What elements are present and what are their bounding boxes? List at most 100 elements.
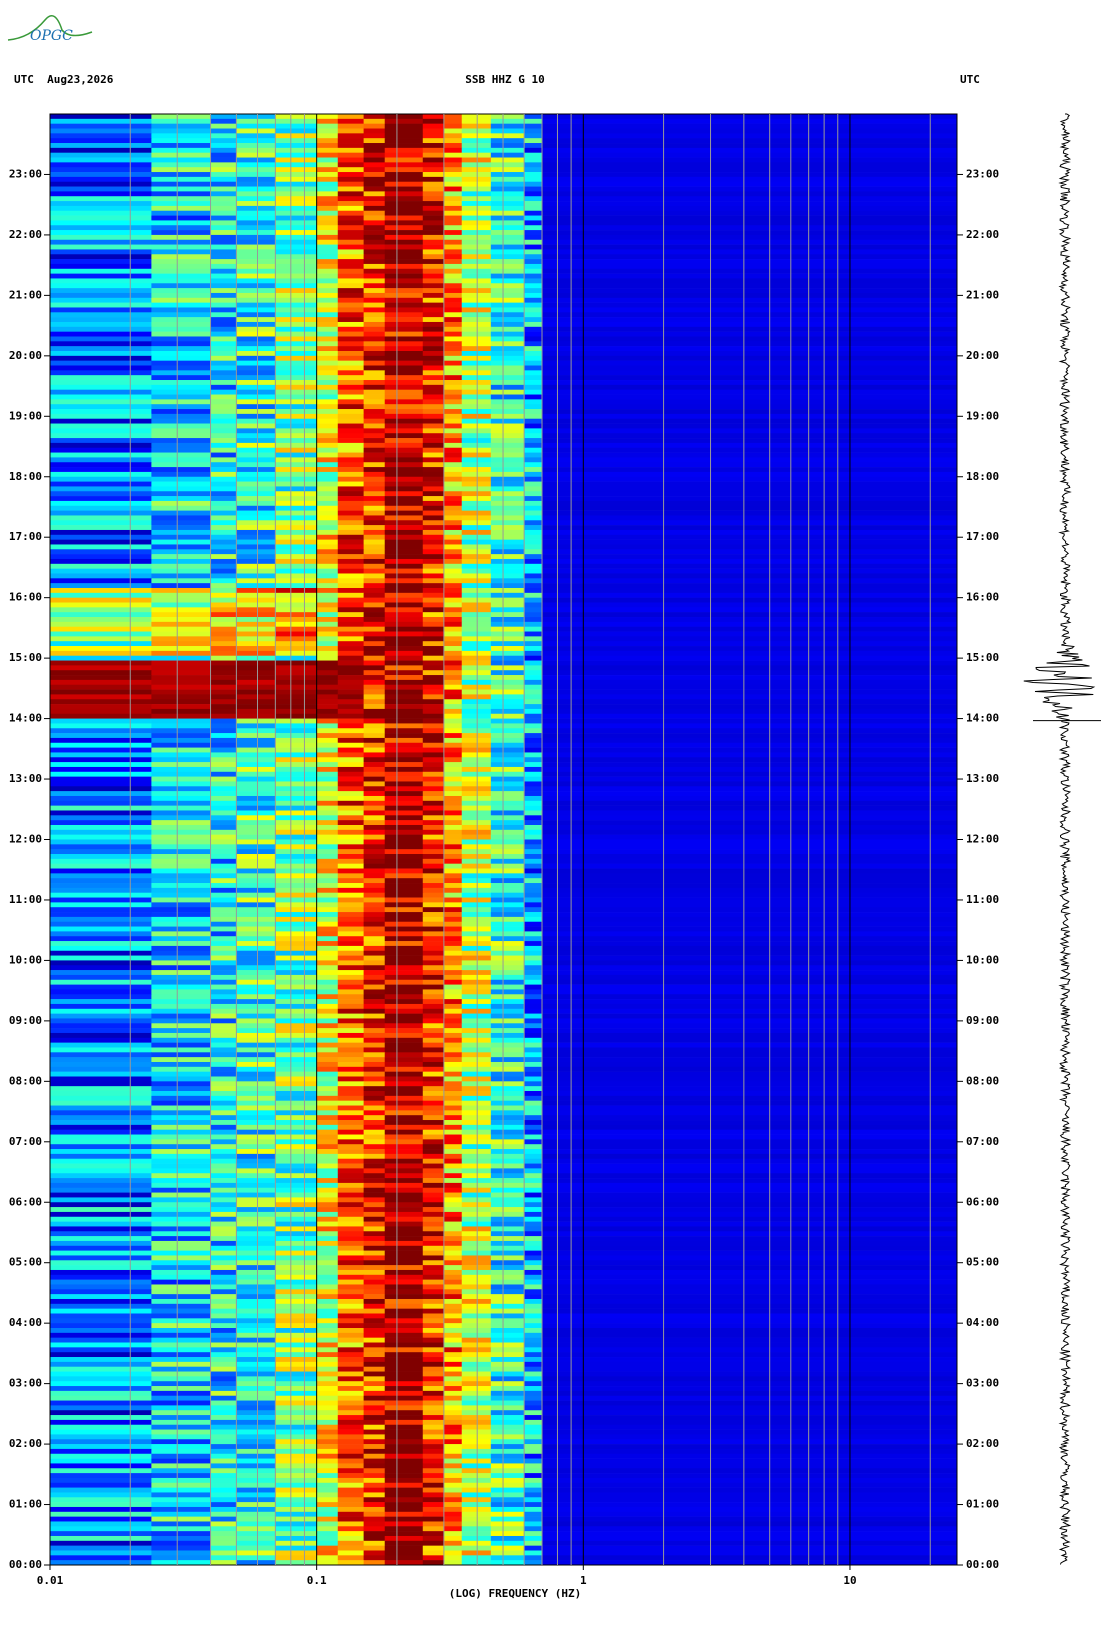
spectrogram-cell [363, 941, 386, 947]
spectrogram-cell [461, 960, 492, 966]
spectrogram-cell [210, 897, 237, 903]
spectrogram-cell [337, 205, 365, 212]
spectrogram-cell [443, 268, 463, 274]
spectrogram-cell [490, 636, 525, 642]
spectrogram-cell [384, 1540, 424, 1546]
spectrogram-cell [151, 897, 212, 903]
spectrogram-cell [524, 428, 543, 434]
spectrogram-cell [363, 979, 386, 985]
spectrogram-cell [461, 1332, 492, 1338]
spectrogram-cell [236, 1347, 276, 1353]
spectrogram-cell [461, 118, 492, 124]
spectrogram-cell [316, 921, 339, 927]
spectrogram-cell [316, 965, 339, 971]
spectrogram-cell [275, 554, 318, 560]
spectrogram-cell [275, 210, 318, 216]
spectrogram-cell [363, 259, 386, 265]
spectrogram-cell [461, 259, 492, 265]
spectrogram-cell [337, 317, 365, 323]
spectrogram-cell [384, 554, 424, 560]
spectrogram-cell [443, 1269, 463, 1276]
spectrogram-cell [236, 873, 276, 879]
spectrogram-cell [384, 1158, 424, 1164]
spectrogram-cell [524, 244, 543, 250]
spectrogram-cell [50, 1357, 152, 1363]
spectrogram-cell [490, 1178, 525, 1184]
spectrogram-cell [422, 365, 445, 371]
spectrogram-cell [236, 1236, 276, 1242]
spectrogram-cell [461, 1429, 492, 1435]
spectrogram-cell [337, 157, 365, 163]
spectrogram-cell [363, 1555, 386, 1561]
spectrogram-cell [542, 525, 957, 531]
spectrogram-cell [461, 1028, 492, 1034]
spectrogram-cell [490, 128, 525, 134]
spectrogram-cell [542, 1511, 957, 1517]
spectrogram-cell [384, 520, 424, 526]
spectrogram-cell [490, 505, 525, 511]
spectrogram-cell [524, 452, 543, 458]
spectrogram-cell [337, 723, 365, 729]
spectrogram-cell [384, 1013, 424, 1019]
spectrogram-cell [50, 1371, 152, 1377]
spectrogram-cell [542, 225, 957, 231]
spectrogram-cell [384, 795, 424, 802]
spectrogram-cell [316, 1361, 339, 1367]
spectrogram-cell [461, 1535, 492, 1542]
spectrogram-cell [316, 525, 339, 531]
spectrogram-cell [337, 1245, 365, 1251]
spectrogram-cell [461, 1458, 492, 1464]
logo: OPGC [30, 28, 73, 44]
spectrogram-cell [524, 1477, 543, 1484]
spectrogram-cell [50, 1066, 152, 1072]
spectrogram-cell [524, 1415, 543, 1421]
spectrogram-cell [275, 1463, 318, 1469]
spectrogram-cell [316, 1173, 339, 1179]
y-tick-label-right: 13:00 [966, 772, 999, 785]
spectrogram-cell [461, 321, 492, 328]
spectrogram-cell [151, 1274, 212, 1280]
spectrogram-cell [542, 196, 957, 202]
spectrogram-cell [461, 123, 492, 129]
spectrogram-cell [443, 926, 463, 932]
spectrogram-cell [524, 587, 543, 594]
spectrogram-cell [443, 1395, 463, 1401]
spectrogram-cell [422, 689, 445, 695]
spectrogram-cell [524, 1071, 543, 1077]
spectrogram-cell [363, 1144, 386, 1150]
spectrogram-cell [542, 631, 957, 637]
spectrogram-cell [461, 336, 492, 342]
spectrogram-cell [210, 278, 237, 284]
spectrogram-cell [490, 210, 525, 216]
spectrogram-cell [363, 254, 386, 260]
spectrogram-cell [542, 573, 957, 579]
spectrogram-cell [490, 157, 525, 163]
spectrogram-cell [337, 728, 365, 734]
spectrogram-cell [210, 1526, 237, 1532]
spectrogram-cell [275, 529, 318, 536]
spectrogram-cell [50, 1105, 152, 1111]
spectrogram-cell [337, 312, 365, 318]
spectrogram-cell [384, 452, 424, 458]
spectrogram-cell [542, 1226, 957, 1232]
spectrogram-cell [236, 1303, 276, 1309]
spectrogram-cell [363, 491, 386, 497]
spectrogram-cell [151, 742, 212, 748]
spectrogram-cell [337, 307, 365, 313]
spectrogram-cell [151, 1003, 212, 1010]
spectrogram-cell [422, 1226, 445, 1232]
spectrogram-cell [236, 824, 276, 831]
spectrogram-cell [461, 1120, 492, 1126]
spectrogram-cell [337, 563, 365, 569]
spectrogram-cell [542, 205, 957, 212]
spectrogram-cell [384, 1197, 424, 1203]
spectrogram-cell [337, 612, 365, 618]
spectrogram-cell [542, 1091, 957, 1097]
spectrogram-cell [275, 1013, 318, 1019]
spectrogram-cell [422, 863, 445, 869]
spectrogram-cell [337, 854, 365, 860]
spectrogram-cell [337, 268, 365, 274]
spectrogram-cell [50, 254, 152, 260]
spectrogram-cell [363, 1216, 386, 1222]
spectrogram-cell [490, 384, 525, 390]
